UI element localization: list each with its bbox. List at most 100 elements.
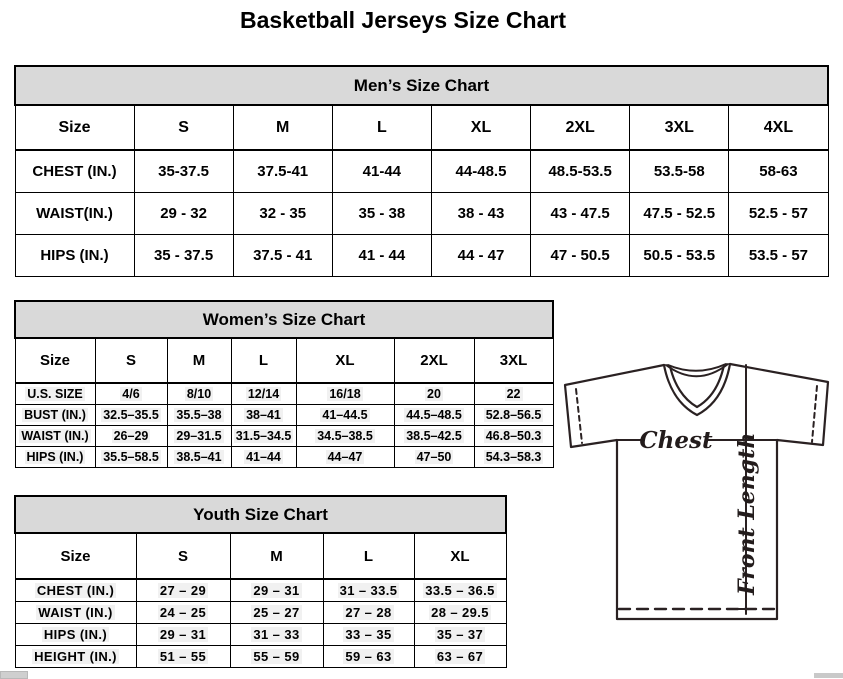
size-value: 35.5–58.5 [101,450,161,464]
mens-size-chart-table: Men’s Size Chart Size S M L XL 2XL 3XL 4… [14,65,829,277]
size-value: 26–29 [111,429,151,443]
table-row: CHEST (IN.) 35-37.5 37.5-41 41-44 44-48.… [14,149,829,193]
size-value: 46.8–50.3 [483,429,544,443]
size-col-header: Size [14,532,137,580]
size-value-cell: 63 – 67 [413,645,507,668]
size-value: 12/14 [245,387,282,401]
size-value-cell: 41 - 44 [331,234,432,277]
size-value: 47–50 [414,450,454,464]
size-col-header: S [133,104,234,151]
size-value: 20 [425,387,443,401]
size-value-cell: 29 – 31 [135,623,231,646]
collar-back-arc-shallow [667,363,727,372]
size-value: 38.5–41 [174,450,224,464]
size-value-cell: 27 – 29 [135,578,231,602]
size-value: 32.5–35.5 [101,408,161,422]
size-value-cell: 16/18 [295,382,395,405]
size-value-cell: 53.5-58 [629,149,730,193]
size-value: 63 – 67 [434,649,486,664]
size-value: 54.3–58.3 [483,450,544,464]
row-label: BUST (IN.) [14,404,96,426]
size-value-cell: 24 – 25 [135,601,231,624]
mens-header-row: Size S M L XL 2XL 3XL 4XL [14,104,829,151]
table-row: HEIGHT (IN.) 51 – 55 55 – 59 59 – 63 63 … [14,645,507,668]
size-value-cell: 47.5 - 52.5 [629,192,730,235]
row-label: WAIST (IN.) [14,425,96,447]
size-value: 51 – 55 [157,649,209,664]
row-label-text: HEIGHT (IN.) [32,649,119,664]
table-row: HIPS (IN.) 35 - 37.5 37.5 - 41 41 - 44 4… [14,234,829,277]
row-label: WAIST(IN.) [14,192,135,235]
womens-size-chart-table: Women’s Size Chart Size S M L XL 2XL 3XL… [13,300,555,468]
size-value: 34.5–38.5 [315,429,375,443]
size-col-header: 3XL [629,104,730,151]
size-col-header: 3XL [473,337,554,384]
size-value: 38–41 [244,408,283,422]
horizontal-scrollbar-left-fragment[interactable] [0,671,28,679]
size-value: 29–31.5 [174,429,224,443]
size-value: 22 [504,387,523,401]
size-value-cell: 35.5–38 [166,404,232,426]
youth-chart-title: Youth Size Chart [13,495,508,534]
size-value-cell: 29 – 31 [229,578,324,602]
size-col-header: S [135,532,231,580]
table-row: WAIST (IN.) 24 – 25 25 – 27 27 – 28 28 –… [14,601,507,624]
size-value: 59 – 63 [343,649,394,664]
size-value-cell: 33 – 35 [322,623,415,646]
size-value-cell: 48.5-53.5 [530,149,631,193]
size-value: 29 – 31 [157,627,209,642]
size-value: 41–44 [244,450,283,464]
row-label: HIPS (IN.) [14,234,135,277]
size-value: 28 – 29.5 [429,605,491,620]
size-value: 27 – 29 [157,583,209,598]
size-col-header: M [229,532,324,580]
womens-chart-title-row: Women’s Size Chart [13,300,555,339]
row-label-text: HIPS (IN.) [24,450,86,464]
size-value-cell: 35 – 37 [413,623,507,646]
size-value: 35.5–38 [174,408,224,422]
size-value-cell: 43 - 47.5 [530,192,631,235]
row-label: U.S. SIZE [14,382,96,405]
size-value-cell: 31 – 33.5 [322,578,415,602]
size-value: 41–44.5 [320,408,370,422]
size-value: 33 – 35 [343,627,394,642]
size-value: 38.5–42.5 [404,429,464,443]
table-row: U.S. SIZE 4/6 8/10 12/14 16/18 20 22 [14,382,554,405]
size-value: 27 – 28 [343,605,394,620]
size-col-header: L [230,337,297,384]
size-value: 55 – 59 [251,649,302,664]
size-col-header: M [166,337,232,384]
size-col-header: 2XL [530,104,631,151]
size-value: 31 – 33.5 [337,583,400,598]
size-value: 24 – 25 [157,605,209,620]
row-label-text: CHEST (IN.) [34,583,117,598]
row-label: HIPS (IN.) [14,446,96,468]
row-label-text: BUST (IN.) [22,408,88,422]
size-col-header: Size [14,104,135,151]
collar-back-arc-deep [665,363,729,378]
horizontal-scrollbar-right-fragment[interactable] [814,673,843,678]
chest-label: Chest [639,427,713,454]
size-value-cell: 29 - 32 [133,192,234,235]
mens-chart-title-row: Men’s Size Chart [14,65,829,106]
size-value-cell: 32 - 35 [232,192,333,235]
size-value-cell: 28 – 29.5 [413,601,507,624]
size-value-cell: 38.5–42.5 [393,425,475,447]
table-row: WAIST(IN.) 29 - 32 32 - 35 35 - 38 38 - … [14,192,829,235]
row-label-text: U.S. SIZE [25,387,85,401]
size-value-cell: 35 - 38 [331,192,432,235]
size-value-cell: 38.5–41 [166,446,232,468]
size-value-cell: 52.5 - 57 [728,192,829,235]
size-value: 31 – 33 [251,627,302,642]
table-row: WAIST (IN.) 26–29 29–31.5 31.5–34.5 34.5… [14,425,554,447]
size-value-cell: 20 [393,382,475,405]
row-label: WAIST (IN.) [14,601,137,624]
size-value-cell: 37.5 - 41 [232,234,333,277]
size-value: 29 – 31 [251,583,302,598]
row-label-text: WAIST (IN.) [36,605,115,620]
size-value: 31.5–34.5 [233,429,294,443]
size-value-cell: 31.5–34.5 [230,425,297,447]
size-value-cell: 46.8–50.3 [473,425,554,447]
size-col-header: 2XL [393,337,475,384]
size-value-cell: 44-48.5 [430,149,532,193]
